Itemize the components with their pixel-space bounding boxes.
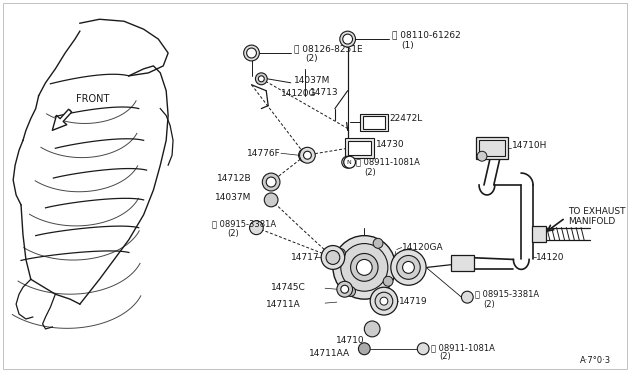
Circle shape <box>255 73 268 85</box>
Text: (2): (2) <box>364 168 376 177</box>
Circle shape <box>346 286 355 296</box>
Circle shape <box>417 343 429 355</box>
Bar <box>476 137 508 159</box>
Bar <box>348 141 371 155</box>
Text: MANIFOLD: MANIFOLD <box>568 217 616 226</box>
Text: 22472L: 22472L <box>390 114 423 123</box>
Circle shape <box>380 297 388 305</box>
Circle shape <box>266 177 276 187</box>
Circle shape <box>397 256 420 279</box>
Circle shape <box>344 156 355 168</box>
Text: (2): (2) <box>305 54 318 64</box>
Circle shape <box>351 253 378 281</box>
Circle shape <box>375 292 393 310</box>
Circle shape <box>358 343 370 355</box>
Circle shape <box>391 250 426 285</box>
Text: 14037M: 14037M <box>215 193 252 202</box>
Bar <box>360 113 388 131</box>
Circle shape <box>262 173 280 191</box>
Circle shape <box>364 321 380 337</box>
Text: 14712B: 14712B <box>217 174 252 183</box>
Circle shape <box>301 151 309 159</box>
Circle shape <box>461 291 473 303</box>
FancyArrowPatch shape <box>52 109 72 130</box>
Circle shape <box>383 276 393 286</box>
Bar <box>345 138 374 158</box>
Text: A·7°0·3: A·7°0·3 <box>580 356 611 365</box>
Text: 14745C: 14745C <box>271 283 305 292</box>
Text: 14710H: 14710H <box>511 141 547 150</box>
Circle shape <box>264 193 278 207</box>
Text: 14711A: 14711A <box>266 299 301 309</box>
Text: (2): (2) <box>483 299 495 309</box>
Text: 14120G: 14120G <box>281 89 316 98</box>
Circle shape <box>335 248 346 259</box>
Bar <box>479 140 504 156</box>
Text: TO EXHAUST: TO EXHAUST <box>568 207 626 216</box>
Text: Ⓝ 08911-1081A: Ⓝ 08911-1081A <box>356 158 420 167</box>
Bar <box>532 226 546 241</box>
Text: 14717: 14717 <box>291 253 319 262</box>
Text: Ⓑ 08110-61262: Ⓑ 08110-61262 <box>392 31 461 40</box>
Text: 14120: 14120 <box>536 253 564 262</box>
Text: Ⓝ 08911-1081A: Ⓝ 08911-1081A <box>431 343 495 352</box>
Text: 14719: 14719 <box>399 296 428 306</box>
Circle shape <box>373 238 383 248</box>
Text: (2): (2) <box>439 352 451 361</box>
Text: 14776F: 14776F <box>247 149 281 158</box>
Circle shape <box>340 244 388 291</box>
Circle shape <box>303 151 311 159</box>
Circle shape <box>403 262 414 273</box>
Text: 14713: 14713 <box>310 88 339 97</box>
Text: 14711AA: 14711AA <box>308 349 349 358</box>
Circle shape <box>300 147 316 163</box>
Bar <box>364 116 385 129</box>
Text: N: N <box>347 160 351 165</box>
Bar <box>451 256 474 271</box>
Circle shape <box>343 34 353 44</box>
Text: Ⓑ 08126-8251E: Ⓑ 08126-8251E <box>294 45 362 54</box>
Circle shape <box>337 281 353 297</box>
Circle shape <box>321 246 345 269</box>
Circle shape <box>250 221 263 235</box>
Circle shape <box>326 250 340 264</box>
Text: Ⓜ 08915-3381A: Ⓜ 08915-3381A <box>475 290 540 299</box>
Circle shape <box>340 285 349 293</box>
Text: Ⓥ 08915-3381A: Ⓥ 08915-3381A <box>212 219 276 228</box>
Text: (2): (2) <box>227 229 239 238</box>
Circle shape <box>477 151 487 161</box>
Circle shape <box>333 235 396 299</box>
Text: 14037M: 14037M <box>294 76 330 85</box>
Text: 14120GA: 14120GA <box>401 243 444 252</box>
Text: 14710: 14710 <box>336 336 364 345</box>
Circle shape <box>340 31 355 47</box>
Text: (1): (1) <box>401 41 414 49</box>
Circle shape <box>356 259 372 275</box>
Circle shape <box>299 148 312 162</box>
Circle shape <box>246 48 257 58</box>
Circle shape <box>244 45 259 61</box>
Circle shape <box>370 287 397 315</box>
Circle shape <box>342 156 353 168</box>
Text: FRONT: FRONT <box>76 94 109 104</box>
Text: 14730: 14730 <box>376 140 404 149</box>
Circle shape <box>259 76 264 82</box>
